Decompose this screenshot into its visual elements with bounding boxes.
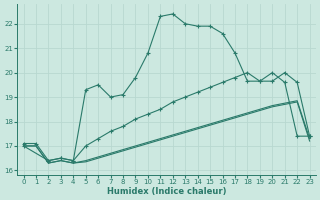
X-axis label: Humidex (Indice chaleur): Humidex (Indice chaleur) — [107, 187, 226, 196]
